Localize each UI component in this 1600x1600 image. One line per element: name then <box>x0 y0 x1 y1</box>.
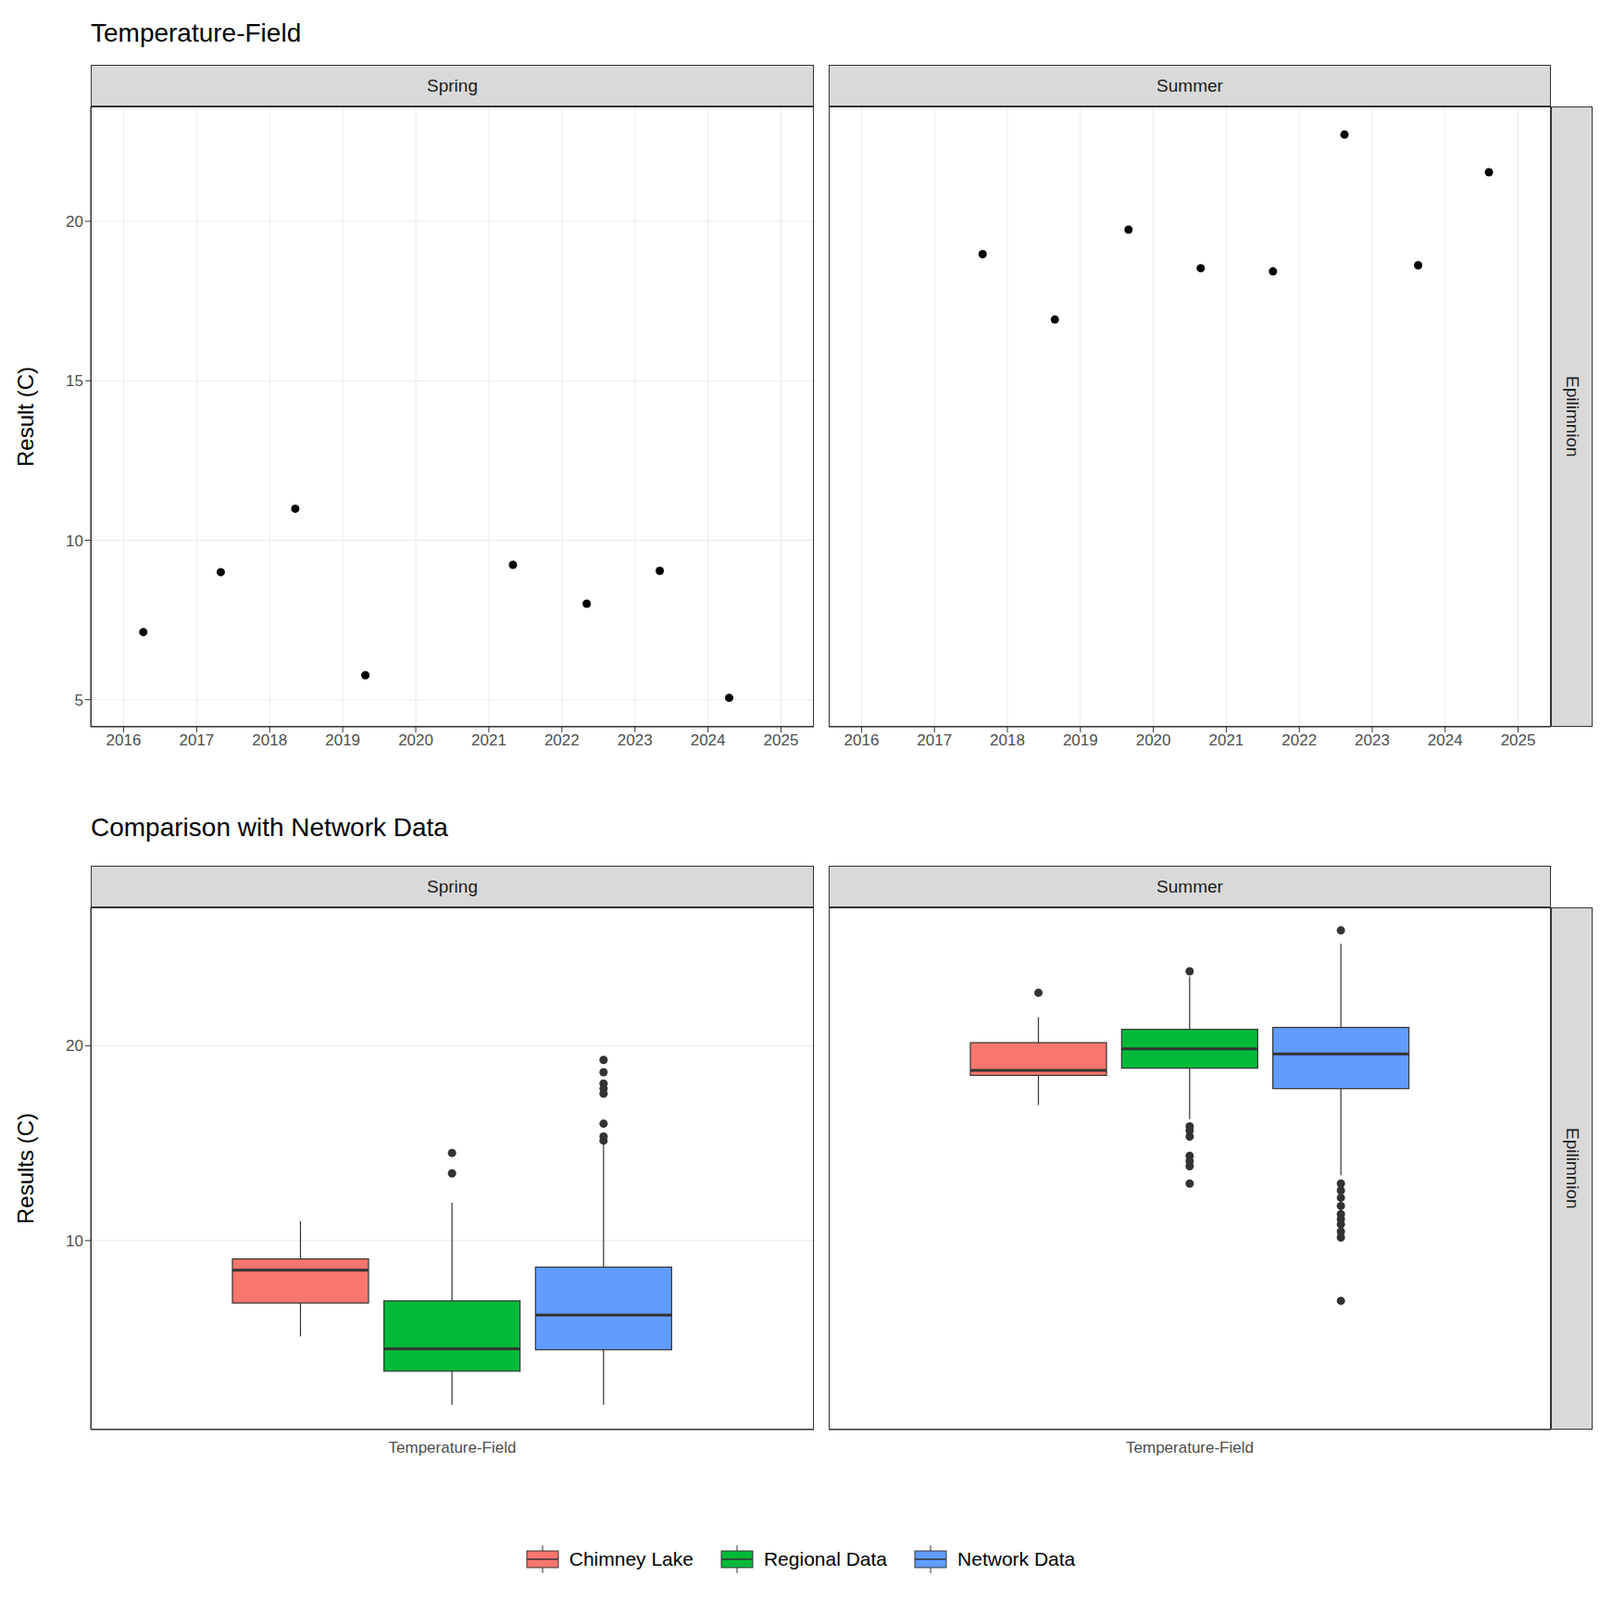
svg-text:2018: 2018 <box>989 731 1025 750</box>
html-text:Spring: Spring <box>426 876 478 896</box>
svg-text:2020: 2020 <box>398 731 434 750</box>
svg-text:20: 20 <box>65 212 84 231</box>
svg-text:20: 20 <box>65 1037 84 1055</box>
svg-text:2016: 2016 <box>106 731 142 750</box>
svg-text:2022: 2022 <box>1281 731 1317 750</box>
svg-text:2024: 2024 <box>690 731 726 750</box>
html-text:Temperature-Field: Temperature-Field <box>1125 1438 1254 1457</box>
svg-text:2016: 2016 <box>844 731 880 750</box>
html-text:Chimney Lake: Chimney Lake <box>569 1548 694 1570</box>
svg-text:2023: 2023 <box>1354 731 1390 750</box>
svg-text:2023: 2023 <box>617 731 653 750</box>
html-text:Epilimnion: Epilimnion <box>1562 376 1582 458</box>
svg-text:2020: 2020 <box>1136 731 1172 750</box>
svg-text:2017: 2017 <box>916 731 952 750</box>
html-text:Temperature-Field: Temperature-Field <box>388 1438 517 1457</box>
html-text:Result (C): Result (C) <box>12 366 38 467</box>
html-text:Summer: Summer <box>1156 876 1224 896</box>
svg-text:2021: 2021 <box>1208 731 1244 750</box>
svg-text:10: 10 <box>65 1232 84 1250</box>
svg-text:2019: 2019 <box>325 731 361 750</box>
html-text:Regional Data: Regional Data <box>763 1548 888 1570</box>
html-text:Temperature-Field: Temperature-Field <box>90 18 302 48</box>
html-text:Summer: Summer <box>1156 75 1224 95</box>
svg-text:2025: 2025 <box>1500 731 1537 750</box>
svg-text:2025: 2025 <box>763 731 800 750</box>
svg-text:2017: 2017 <box>178 731 214 750</box>
html-text:Comparison with Network Data: Comparison with Network Data <box>90 812 449 842</box>
svg-text:2021: 2021 <box>471 731 507 750</box>
svg-text:2018: 2018 <box>251 731 288 750</box>
svg-text:2019: 2019 <box>1062 731 1099 750</box>
svg-text:5: 5 <box>75 691 84 710</box>
svg-text:15: 15 <box>65 372 84 390</box>
html-text:Spring: Spring <box>426 75 478 95</box>
svg-text:10: 10 <box>65 532 84 550</box>
svg-text:2022: 2022 <box>544 731 580 750</box>
html-text:Epilimnion: Epilimnion <box>1562 1127 1582 1210</box>
html-text:Results (C): Results (C) <box>12 1112 38 1225</box>
svg-text:2024: 2024 <box>1427 731 1463 750</box>
html-text:Network Data: Network Data <box>957 1548 1076 1570</box>
